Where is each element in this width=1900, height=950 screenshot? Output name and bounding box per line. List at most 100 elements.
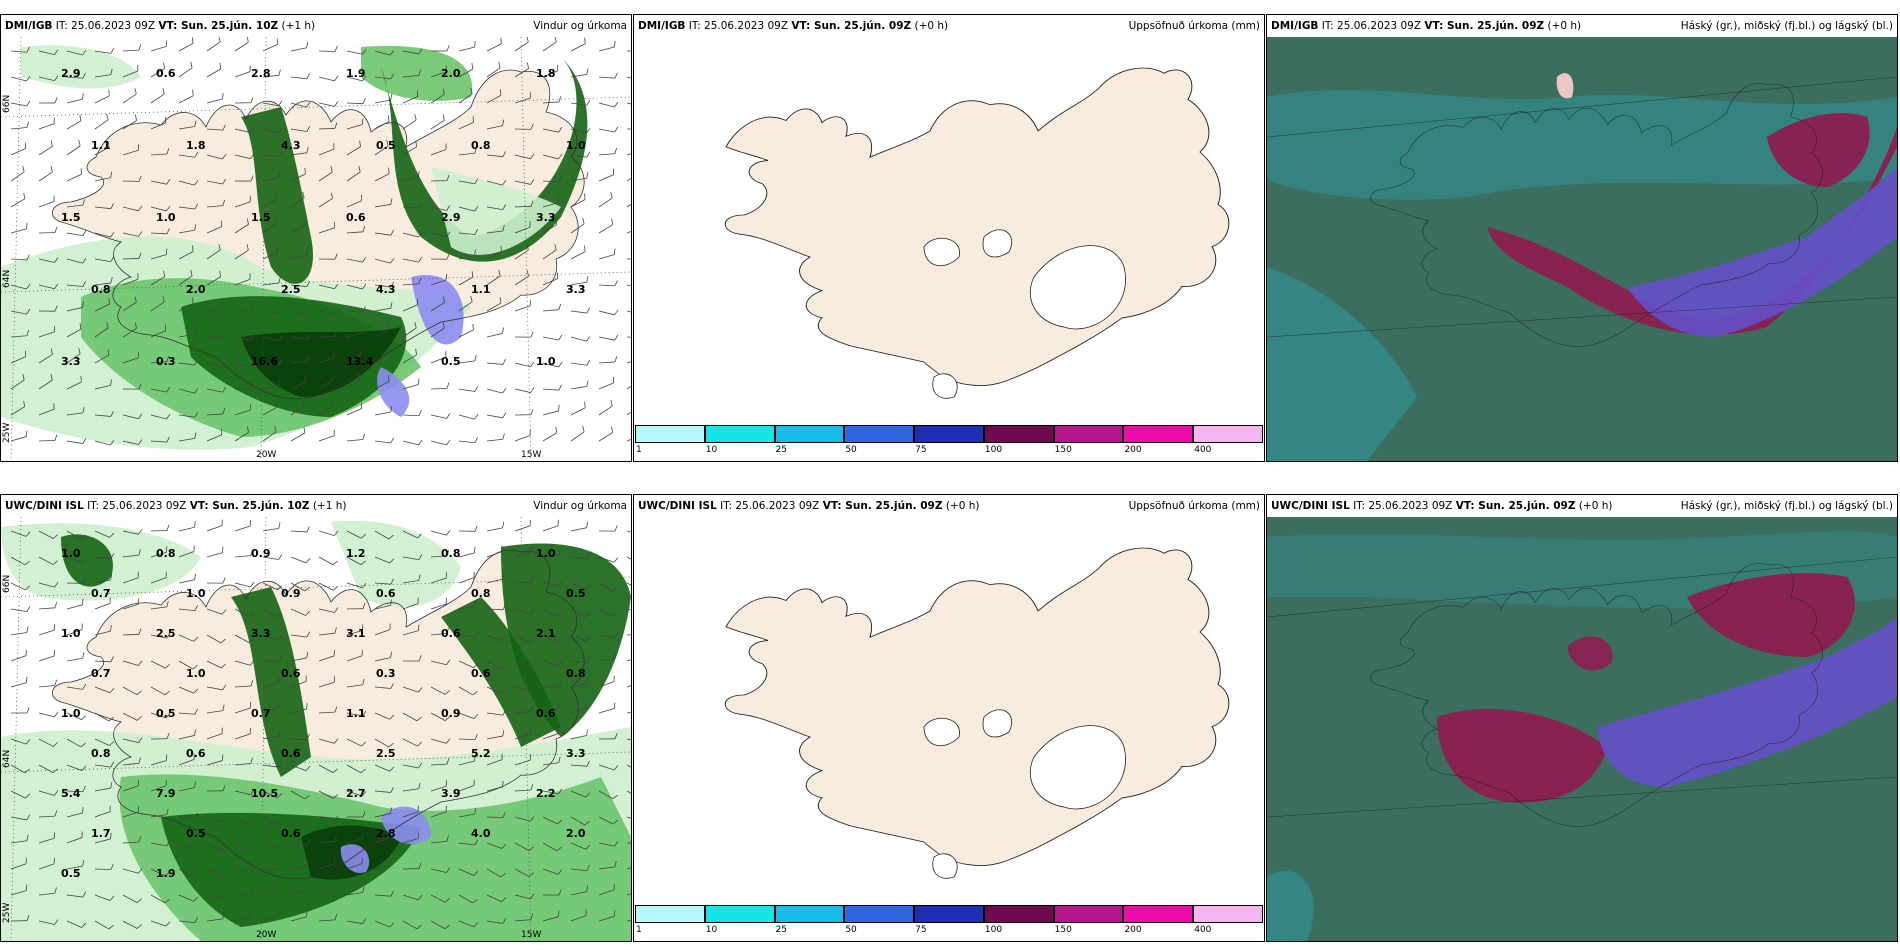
init-time: IT: 25.06.2023 09Z — [87, 500, 187, 512]
wind-barbs — [10, 519, 631, 930]
precip-value-label: 0.7 — [251, 707, 271, 720]
colorbar-tick: 50 — [845, 445, 857, 455]
precip-value-label: 1.8 — [536, 67, 556, 80]
precip-value-label: 3.3 — [536, 211, 556, 224]
cloud-area — [1556, 73, 1574, 99]
precip-value-label: 0.5 — [441, 355, 461, 368]
precip-value-label: 1.0 — [61, 707, 81, 720]
wind-barbs — [10, 37, 631, 446]
glacier — [923, 238, 960, 267]
axis-label: 66N — [2, 575, 12, 593]
axis-label: 15W — [521, 930, 541, 940]
colorbar-tick: 75 — [915, 925, 927, 935]
accum-precip-panel-uwc: UWC/DINI ISL IT: 25.06.2023 09Z VT: Sun.… — [633, 494, 1265, 942]
colorbar-tick: 400 — [1194, 925, 1212, 935]
precip-value-label: 0.6 — [281, 747, 301, 760]
panel-header: DMI/IGB IT: 25.06.2023 09Z VT: Sun. 25.j… — [1, 15, 631, 37]
colorbar-tick: 200 — [1124, 445, 1142, 455]
product-title: Uppsöfnuð úrkoma (mm) — [1128, 500, 1260, 512]
glacier — [1029, 725, 1126, 810]
axis-label: 66N — [2, 95, 12, 113]
lead-time: (+1 h) — [281, 20, 316, 32]
cloud-area — [1267, 267, 1417, 461]
precip-value-label: 0.8 — [156, 547, 176, 560]
precip-value-label: 2.2 — [536, 787, 556, 800]
precip-value-label: 0.6 — [156, 67, 176, 80]
precip-value-label: 2.0 — [566, 827, 586, 840]
precip-value-label: 1.0 — [61, 547, 81, 560]
colorbar-swatch — [1053, 905, 1124, 923]
precip-area — [241, 107, 313, 284]
precip-value-label: 0.6 — [186, 747, 206, 760]
valid-time: VT: Sun. 25.jún. 09Z — [822, 500, 943, 512]
accum-precip-panel-dmi: DMI/IGB IT: 25.06.2023 09Z VT: Sun. 25.j… — [633, 14, 1265, 462]
valid-time: VT: Sun. 25.jún. 09Z — [1455, 500, 1576, 512]
glacier — [932, 373, 958, 399]
precip-value-label: 1.5 — [61, 211, 81, 224]
precip-area — [21, 45, 141, 89]
precip-value-label: 3.3 — [61, 355, 81, 368]
precip-value-label: 10.5 — [251, 787, 278, 800]
cloud-area — [1437, 708, 1607, 803]
precip-value-label: 0.9 — [251, 547, 271, 560]
coastline — [1370, 563, 1823, 827]
precip-value-label: 2.5 — [156, 627, 176, 640]
precip-value-label: 2.8 — [251, 67, 271, 80]
precip-value-label: 0.7 — [91, 587, 111, 600]
precip-value-label: 4.3 — [281, 139, 301, 152]
panel-header: DMI/IGB IT: 25.06.2023 09Z VT: Sun. 25.j… — [1267, 15, 1897, 37]
colorbar-tick: 100 — [984, 445, 1003, 455]
product-title: Uppsöfnuð úrkoma (mm) — [1128, 20, 1260, 32]
lead-time: (+0 h) — [914, 20, 949, 32]
model-name: DMI/IGB — [1271, 20, 1319, 32]
precip-value-label: 0.5 — [61, 867, 81, 880]
glacier — [982, 229, 1013, 258]
precip-value-label: 0.5 — [376, 139, 396, 152]
precip-value-label: 0.6 — [471, 667, 491, 680]
precip-area — [361, 45, 473, 101]
model-name: DMI/IGB — [5, 20, 53, 32]
precip-value-label: 0.7 — [91, 667, 111, 680]
colorbar-tick: 1 — [636, 925, 642, 935]
coastline — [51, 69, 585, 400]
precip-area — [431, 167, 561, 255]
wind-precip-panel-uwc: UWC/DINI ISL IT: 25.06.2023 09Z VT: Sun.… — [0, 494, 632, 942]
precip-value-label: 1.9 — [156, 867, 176, 880]
valid-time: VT: Sun. 25.jún. 10Z — [158, 20, 279, 32]
glacier — [1029, 245, 1126, 330]
precip-value-label: 1.0 — [536, 547, 556, 560]
colorbar-swatch — [914, 425, 984, 443]
glacier — [982, 709, 1013, 738]
model-name: UWC/DINI ISL — [5, 500, 84, 512]
precip-value-label: 1.0 — [156, 211, 176, 224]
precip-value-label: 0.8 — [471, 587, 491, 600]
axis-label: 64N — [2, 750, 12, 768]
product-title: Vindur og úrkoma — [533, 500, 627, 512]
precip-value-label: 0.3 — [156, 355, 176, 368]
precip-value-label: 0.8 — [471, 139, 491, 152]
coastline — [51, 549, 585, 880]
colorbar-tick: 1 — [636, 445, 642, 455]
init-time: IT: 25.06.2023 09Z — [1353, 500, 1453, 512]
cloud-cover-map — [1267, 37, 1897, 461]
colorbar-swatch — [635, 905, 705, 923]
precip-value-label: 4.0 — [471, 827, 491, 840]
colorbar-swatch — [704, 905, 775, 923]
precip-value-label: 0.6 — [441, 627, 461, 640]
precip-value-label: 2.0 — [186, 283, 206, 296]
precip-value-label: 1.1 — [346, 707, 366, 720]
precip-value-label: 5.2 — [471, 747, 491, 760]
precip-value-label: 2.1 — [536, 627, 556, 640]
colorbar-tick: 400 — [1194, 445, 1212, 455]
colorbar-tick: 50 — [845, 925, 857, 935]
colorbar-tick: 100 — [984, 925, 1003, 935]
axis-label: 25W — [2, 423, 12, 443]
init-time: IT: 25.06.2023 09Z — [55, 20, 156, 32]
precip-value-label: 2.9 — [61, 67, 81, 80]
precip-value-label: 2.8 — [376, 827, 396, 840]
colorbar-swatch — [1193, 905, 1263, 923]
cloud-area — [1267, 89, 1897, 200]
colorbar-swatch — [1123, 425, 1194, 443]
cloud-area — [1487, 127, 1897, 335]
valid-time: VT: Sun. 25.jún. 10Z — [189, 500, 310, 512]
